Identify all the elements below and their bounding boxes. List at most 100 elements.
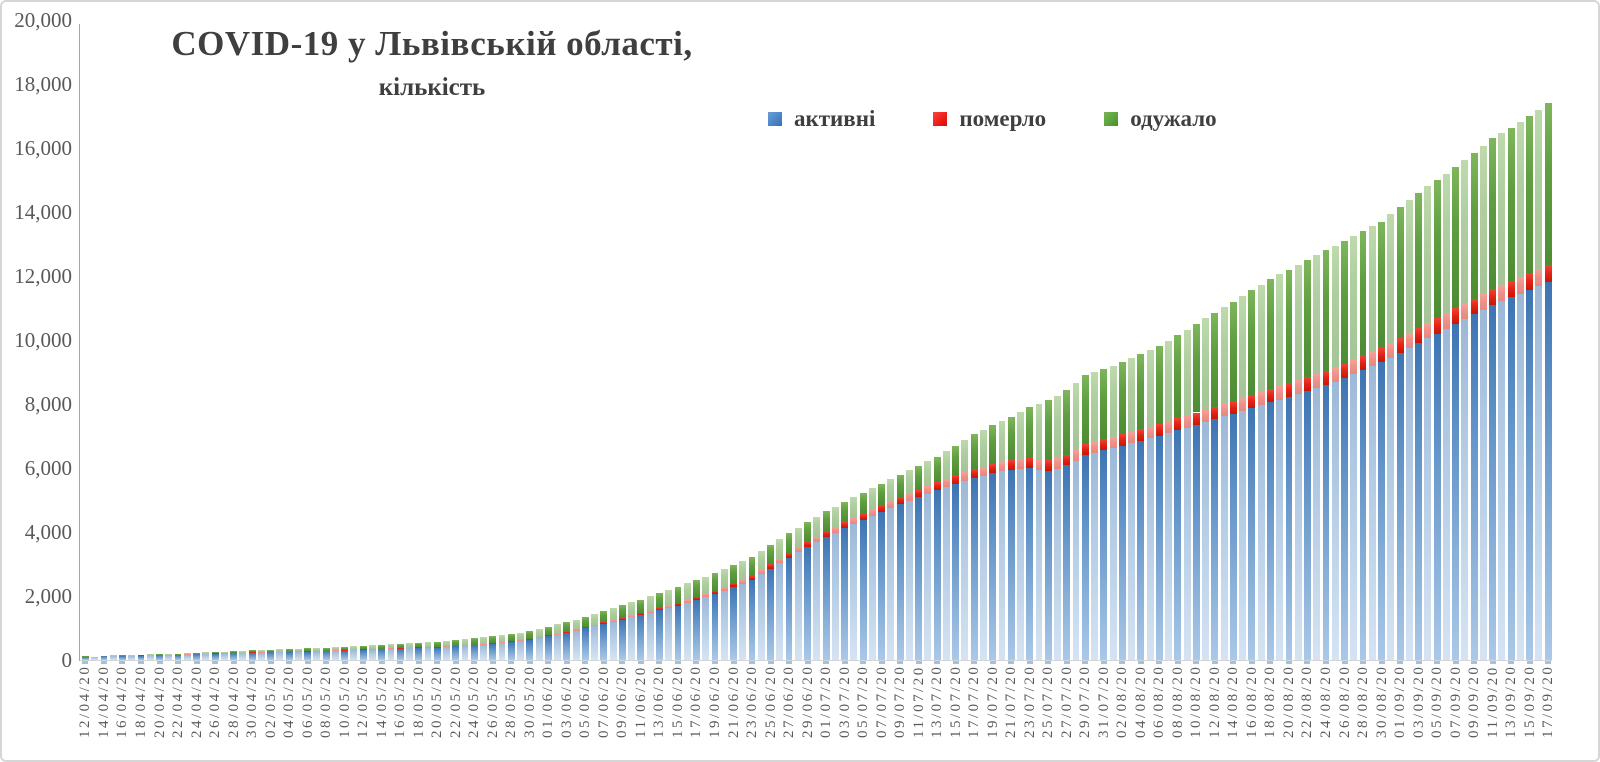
segment-recovered [128, 654, 136, 656]
segment-recovered [720, 569, 728, 588]
segment-recovered [915, 465, 923, 490]
segment-active [1341, 378, 1348, 660]
segment-recovered [748, 557, 756, 576]
x-axis-tick [915, 661, 922, 664]
segment-died [1470, 298, 1478, 315]
segment-died [1479, 293, 1487, 310]
segment-active [378, 649, 386, 660]
segment-active [248, 652, 256, 660]
segment-died [1026, 458, 1034, 469]
x-axis-label: 17/09/20 [1540, 665, 1557, 739]
segment-died [1544, 265, 1552, 283]
segment-died [1350, 360, 1358, 375]
segment-died [1415, 328, 1423, 344]
segment-died [878, 505, 886, 512]
segment-died [396, 648, 404, 649]
segment-died [1091, 441, 1098, 453]
segment-recovered [452, 639, 460, 646]
segment-active [461, 645, 469, 660]
segment-recovered [813, 516, 821, 537]
segment-active [1007, 469, 1015, 660]
segment-died [859, 513, 867, 520]
segment-recovered [341, 646, 349, 651]
segment-recovered [859, 492, 867, 514]
segment-recovered [230, 651, 238, 653]
segment-recovered [1118, 362, 1126, 435]
segment-active [1516, 293, 1524, 660]
segment-recovered [1017, 411, 1024, 460]
segment-recovered [396, 643, 404, 649]
segment-recovered [554, 624, 562, 634]
x-axis: 12/04/20 14/04/20 16/04/20 18/04/20 20/04/20… [77, 665, 1556, 760]
x-axis-tick [193, 661, 200, 664]
segment-recovered [924, 461, 932, 486]
segment-died [1424, 323, 1432, 339]
x-axis-tick [1082, 661, 1089, 664]
x-axis-label: 15/07/20 [947, 665, 964, 739]
segment-died [1276, 386, 1284, 400]
x-axis-label: 14/05/20 [373, 665, 390, 739]
segment-active [359, 650, 367, 660]
segment-active [341, 650, 349, 660]
segment-active [387, 649, 395, 660]
segment-died [461, 645, 469, 646]
segment-active [572, 630, 580, 660]
segment-active [211, 653, 219, 660]
x-axis-tick [341, 661, 348, 664]
segment-recovered [294, 648, 302, 652]
y-axis-label: 14,000 [14, 200, 72, 224]
y-axis-label: 8,000 [24, 392, 72, 416]
segment-died [517, 640, 524, 642]
x-axis-label: 14/08/20 [1225, 665, 1242, 739]
x-axis-label: 04/08/20 [1132, 665, 1149, 739]
x-axis-tick [674, 661, 681, 664]
segment-died [1146, 426, 1154, 439]
legend-swatch-died-icon [933, 112, 948, 126]
segment-recovered [1109, 365, 1117, 437]
segment-active [1118, 445, 1126, 660]
x-axis-tick [1193, 661, 1200, 664]
segment-active [1109, 448, 1117, 660]
segment-active [748, 580, 756, 660]
segment-recovered [156, 654, 163, 656]
x-axis-tick [619, 661, 626, 664]
segment-recovered [146, 654, 154, 656]
segment-active [1470, 314, 1478, 660]
x-axis-label: 25/06/20 [762, 665, 779, 739]
x-axis-tick [989, 661, 996, 664]
segment-active [452, 646, 460, 660]
x-axis-line [80, 660, 1552, 661]
segment-died [1535, 269, 1543, 286]
segment-died [665, 605, 673, 608]
x-axis-label: 17/06/20 [688, 665, 705, 739]
segment-died [711, 591, 719, 595]
segment-recovered [1322, 250, 1330, 371]
segment-active [433, 647, 441, 660]
segment-died [1054, 458, 1061, 469]
x-axis-tick [1063, 661, 1070, 664]
segment-active [535, 638, 543, 660]
segment-recovered [331, 647, 339, 651]
x-axis-label: 04/05/20 [281, 665, 298, 739]
segment-died [702, 594, 710, 598]
segment-died [1387, 342, 1395, 358]
x-axis-label: 26/04/20 [207, 665, 224, 739]
segment-recovered [794, 527, 802, 548]
x-axis-label: 10/05/20 [336, 665, 353, 739]
segment-active [443, 646, 450, 660]
segment-died [952, 475, 960, 484]
segment-recovered [304, 648, 312, 652]
segment-active [591, 626, 599, 660]
x-axis-label: 07/07/20 [873, 665, 890, 739]
segment-active [1220, 416, 1228, 660]
x-axis-label: 11/07/20 [910, 665, 927, 738]
legend-item-active: активні [768, 106, 875, 132]
x-axis-tick [1304, 661, 1311, 664]
segment-recovered [1285, 269, 1293, 384]
segment-active [850, 524, 858, 660]
x-axis-label: 15/06/20 [669, 665, 686, 739]
segment-died [600, 622, 608, 624]
segment-died [378, 648, 386, 650]
segment-recovered [406, 643, 413, 648]
